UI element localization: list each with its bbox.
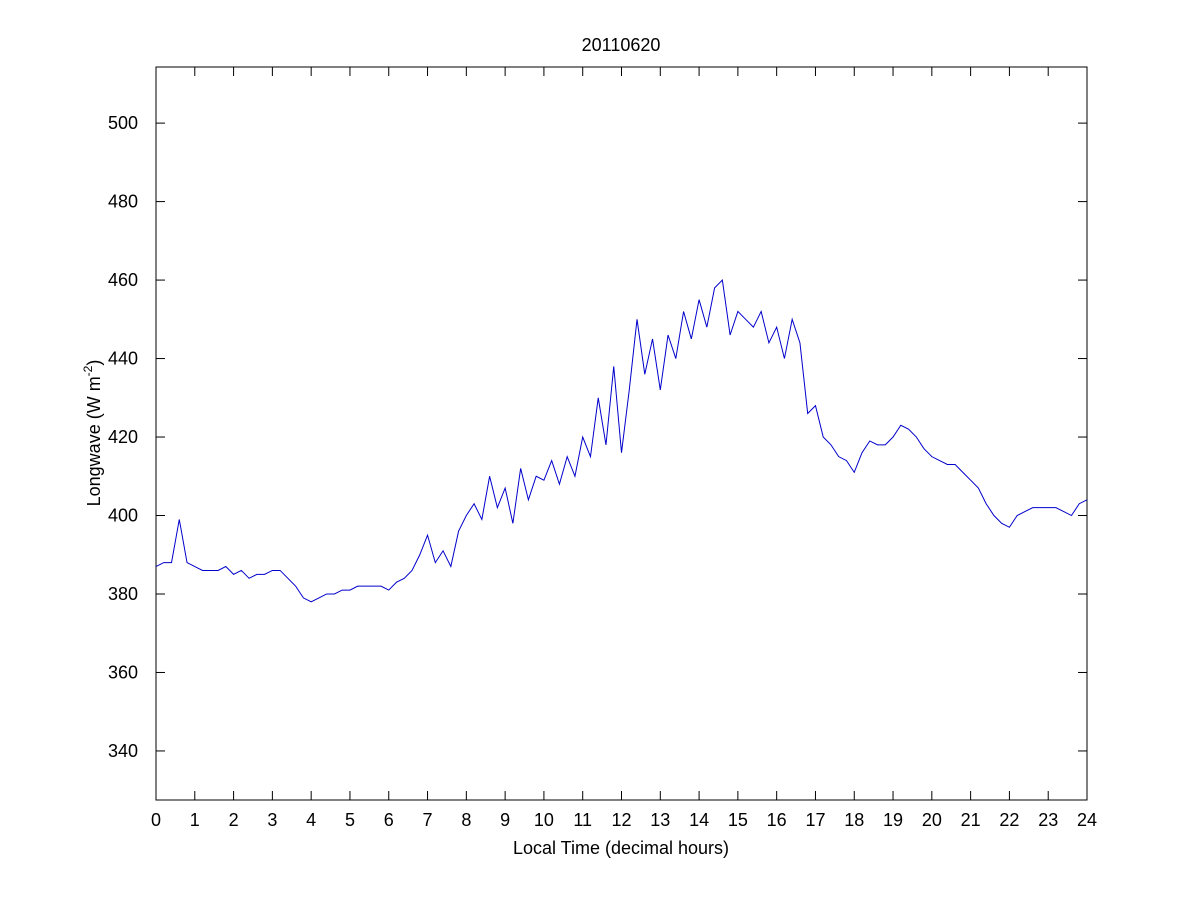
x-tick-label: 16 bbox=[767, 810, 787, 830]
y-tick-label: 420 bbox=[108, 427, 138, 447]
x-tick-label: 10 bbox=[534, 810, 554, 830]
y-tick-label: 500 bbox=[108, 113, 138, 133]
x-tick-label: 1 bbox=[190, 810, 200, 830]
x-tick-label: 7 bbox=[423, 810, 433, 830]
y-label-text: Longwave (W m bbox=[84, 376, 104, 506]
x-tick-label: 3 bbox=[267, 810, 277, 830]
x-tick-label: 18 bbox=[844, 810, 864, 830]
x-tick-label: 8 bbox=[461, 810, 471, 830]
x-tick-label: 0 bbox=[151, 810, 161, 830]
data-line bbox=[155, 279, 1088, 603]
x-tick-label: 5 bbox=[345, 810, 355, 830]
x-tick-label: 19 bbox=[883, 810, 903, 830]
x-tick-label: 2 bbox=[229, 810, 239, 830]
y-tick-label: 400 bbox=[108, 506, 138, 526]
x-tick-label: 9 bbox=[500, 810, 510, 830]
x-tick-label: 11 bbox=[573, 810, 592, 830]
x-axis-label: Local Time (decimal hours) bbox=[513, 838, 729, 858]
x-tick-label: 15 bbox=[728, 810, 748, 830]
x-tick-label: 4 bbox=[306, 810, 316, 830]
y-tick-label: 380 bbox=[108, 584, 138, 604]
y-label-text: ) bbox=[84, 360, 104, 366]
y-tick-label: 360 bbox=[108, 662, 138, 682]
x-tick-label: 17 bbox=[805, 810, 825, 830]
x-tick-label: 22 bbox=[999, 810, 1019, 830]
x-tick-label: 20 bbox=[922, 810, 942, 830]
y-axis-label: Longwave (W m-2) bbox=[81, 360, 104, 507]
plot-area bbox=[155, 66, 1088, 801]
y-tick-label: 440 bbox=[108, 349, 138, 369]
y-tick-label: 340 bbox=[108, 741, 138, 761]
x-tick-label: 24 bbox=[1077, 810, 1097, 830]
chart-title: 20110620 bbox=[582, 35, 661, 55]
y-tick-label: 480 bbox=[108, 192, 138, 212]
x-tick-label: 6 bbox=[384, 810, 394, 830]
x-tick-label: 23 bbox=[1038, 810, 1058, 830]
y-label-superscript: -2 bbox=[81, 365, 95, 376]
x-tick-label: 13 bbox=[650, 810, 670, 830]
x-tick-label: 14 bbox=[689, 810, 709, 830]
y-tick-label: 460 bbox=[108, 270, 138, 290]
x-tick-label: 12 bbox=[611, 810, 631, 830]
x-tick-label: 21 bbox=[961, 810, 981, 830]
